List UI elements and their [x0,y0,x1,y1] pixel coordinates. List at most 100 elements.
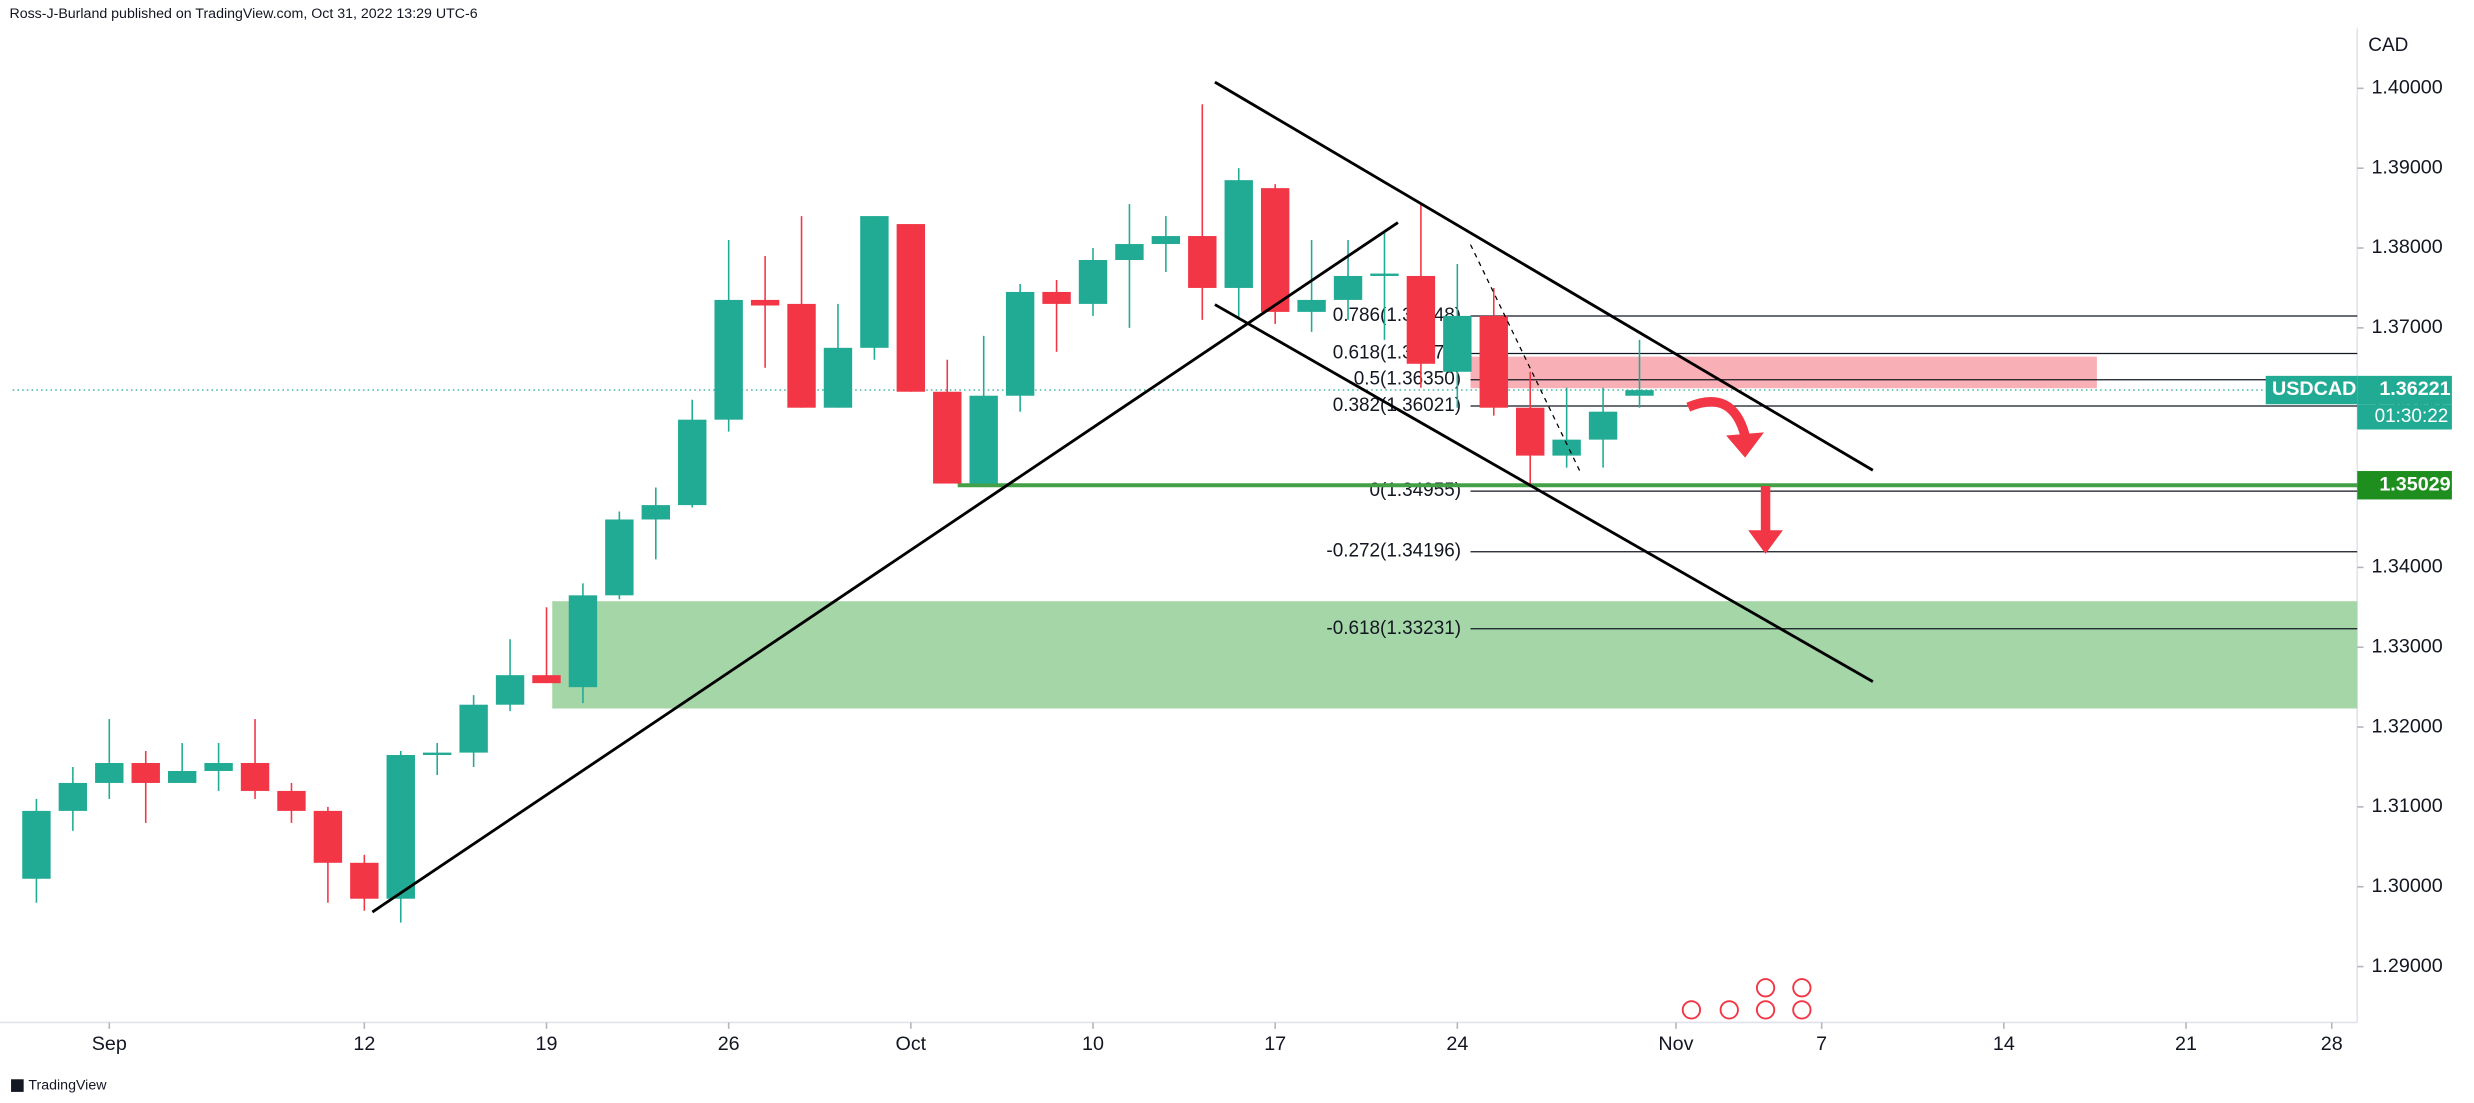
support-box [2357,471,2452,500]
fib-label: -0.272(1.34196) [1326,541,1461,562]
last-price: 1.36221 [2379,378,2450,400]
x-tick-label: 26 [718,1033,740,1055]
resistance-zone [1470,356,2097,389]
candle-body [1333,275,1363,300]
candle-body [350,862,379,899]
candle-body [1005,291,1035,396]
candle-body [1115,244,1144,260]
fib-anchor [1469,244,1582,474]
arrow-head [1726,432,1764,458]
candle-body [131,762,160,783]
y-tick-label: 1.33000 [2371,635,2442,657]
countdown-box [2357,404,2452,430]
candle-body [1479,315,1508,408]
candle-body [495,675,525,705]
candle-body [1042,291,1071,304]
event-icon [1719,1000,1739,1020]
candle-body [313,810,343,863]
candle-body [1151,236,1181,245]
candle-body [1188,236,1217,288]
candle-body [1224,180,1253,288]
candle-body [386,755,415,899]
x-tick-label: 28 [2321,1033,2343,1055]
x-tick-label: 17 [1264,1033,1286,1055]
y-tick-label: 1.38000 [2371,236,2442,258]
candle-body [95,762,124,783]
y-tick-label: 1.34000 [2371,556,2442,578]
symbol-label: USDCAD [2272,378,2356,400]
x-tick-label: 14 [1993,1033,2015,1055]
logo [11,1079,24,1092]
footer: TradingView [28,1077,107,1093]
candle-body [1625,390,1654,396]
candle-body [568,595,598,688]
fib-label: 0.618(1.36679) [1333,342,1461,363]
candle-body [787,303,816,408]
candle-body [823,347,853,408]
x-tick-label: 21 [2175,1033,2197,1055]
header: Ross-J-Burland published on TradingView.… [9,6,477,22]
y-tick-label: 1.40000 [2371,77,2442,99]
x-tick-label: Oct [895,1033,926,1055]
candle-body [1370,273,1399,276]
candle-body [678,419,707,506]
y-tick-label: 1.31000 [2371,795,2442,817]
x-tick-label: 10 [1082,1033,1104,1055]
arrow-shaft [1760,486,1771,534]
candle-body [1406,275,1436,364]
candle-body [1078,259,1108,304]
countdown: 01:30:22 [2375,406,2449,427]
candle-body [277,790,306,811]
trendline [371,221,1399,914]
channel-lower [1214,303,1874,683]
x-tick-label: 12 [353,1033,375,1055]
candle-body [459,704,488,753]
candle-body [240,762,270,791]
candle-body [423,752,452,756]
candle-body [714,299,743,420]
candle-body [167,770,197,783]
y-tick-label: 1.39000 [2371,156,2442,178]
candle-body [1552,439,1581,456]
x-tick-label: 24 [1446,1033,1468,1055]
candle-body [641,505,671,520]
candle-body [1443,315,1472,372]
event-icon [1681,1000,1702,1020]
x-tick-label: Nov [1658,1033,1693,1055]
y-tick-label: 1.29000 [2371,955,2442,977]
event-icon [1792,978,1812,998]
candle-body [1297,299,1326,312]
currency: CAD [2368,35,2408,56]
fib-label: 0.5(1.36350) [1354,369,1461,390]
event-icon [1792,1000,1812,1020]
candle-body [1516,407,1545,456]
candle-body [204,762,233,771]
event-icon [1755,1000,1776,1020]
candle-body [58,782,88,811]
symbol-box [2357,375,2452,405]
candle-body [933,391,962,484]
y-tick-label: 1.30000 [2371,875,2442,897]
symbol-tag [2265,375,2358,405]
support-price: 1.35029 [2379,473,2450,495]
x-tick-label: Sep [92,1033,127,1055]
candle-body [896,224,926,392]
channel-upper [1214,80,1874,472]
candle-body [22,810,51,879]
axis-mask [2358,1028,2474,1061]
x-tick-label: 7 [1816,1033,1827,1055]
fib-label: -0.618(1.33231) [1326,618,1461,639]
candle-body [969,395,998,484]
y-tick-label: 1.32000 [2371,715,2442,737]
arrow-head [1748,530,1783,554]
x-tick-label: 19 [536,1033,558,1055]
candle-body [532,675,561,684]
arrow-curve [1686,397,1750,437]
y-tick-label: 1.37000 [2371,316,2442,338]
fib-label: 0.382(1.36021) [1333,395,1461,416]
candle-body [1588,411,1618,440]
candle-body [750,299,780,306]
candle-body [1260,188,1290,312]
candle-body [605,519,634,596]
